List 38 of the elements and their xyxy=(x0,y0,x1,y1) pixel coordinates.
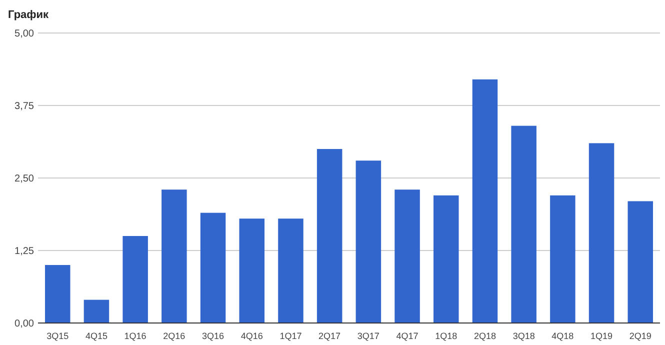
y-tick-label: 5,00 xyxy=(14,28,34,40)
bar xyxy=(434,195,459,323)
bar xyxy=(316,149,342,323)
bar xyxy=(588,143,614,323)
x-tick-label: 3Q18 xyxy=(512,331,535,341)
bar xyxy=(511,126,536,323)
bar xyxy=(239,218,264,323)
y-tick-label: 0,00 xyxy=(14,318,34,330)
x-tick-label: 4Q15 xyxy=(85,331,108,341)
bar xyxy=(162,190,187,323)
x-tick-label: 1Q16 xyxy=(124,331,146,341)
bar xyxy=(394,190,420,323)
y-tick-label: 2,50 xyxy=(14,174,34,184)
chart-title: График xyxy=(8,9,50,21)
bar xyxy=(122,236,148,323)
x-tick-label: 1Q18 xyxy=(435,331,458,341)
bar xyxy=(356,160,382,323)
x-tick-label: 4Q18 xyxy=(552,331,574,341)
bar xyxy=(44,265,70,323)
bar xyxy=(472,79,498,323)
x-tick-label: 1Q19 xyxy=(590,331,613,341)
x-tick-label: 1Q17 xyxy=(280,331,302,341)
x-tick-label: 2Q16 xyxy=(163,331,186,341)
x-tick-label: 4Q16 xyxy=(240,331,263,341)
bar xyxy=(200,212,226,323)
bar xyxy=(84,300,110,323)
x-tick-label: 2Q17 xyxy=(318,331,341,341)
bar xyxy=(278,218,304,323)
x-tick-label: 3Q16 xyxy=(202,331,224,341)
y-tick-label: 3,75 xyxy=(14,101,34,112)
x-tick-label: 3Q17 xyxy=(357,331,380,341)
y-tick-label: 1,25 xyxy=(14,246,34,257)
x-tick-label: 4Q17 xyxy=(396,331,418,341)
x-tick-label: 3Q15 xyxy=(46,331,69,341)
x-tick-label: 2Q18 xyxy=(474,331,496,341)
bar xyxy=(628,201,654,323)
bar xyxy=(550,195,576,323)
x-tick-label: 2Q19 xyxy=(629,331,652,341)
